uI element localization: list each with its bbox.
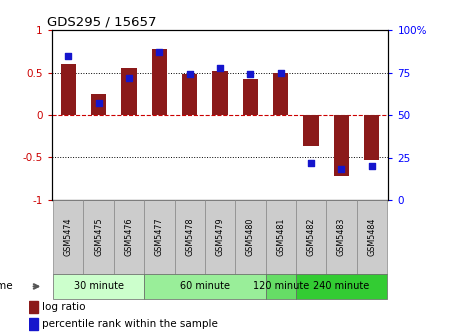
Bar xyxy=(296,200,326,274)
Text: 30 minute: 30 minute xyxy=(74,282,123,291)
Bar xyxy=(29,318,38,330)
Bar xyxy=(175,200,205,274)
Bar xyxy=(182,74,197,115)
Point xyxy=(95,100,102,106)
Bar xyxy=(61,64,76,115)
Bar xyxy=(265,274,296,299)
Text: GSM5483: GSM5483 xyxy=(337,218,346,256)
Text: 60 minute: 60 minute xyxy=(180,282,230,291)
Point xyxy=(277,70,284,75)
Bar xyxy=(235,200,265,274)
Point xyxy=(368,163,375,169)
Text: 120 minute: 120 minute xyxy=(252,282,309,291)
Bar xyxy=(205,200,235,274)
Text: GDS295 / 15657: GDS295 / 15657 xyxy=(47,15,157,29)
Text: GSM5480: GSM5480 xyxy=(246,218,255,256)
Bar xyxy=(53,274,144,299)
Bar xyxy=(296,274,387,299)
Point xyxy=(247,72,254,77)
Bar xyxy=(53,200,84,274)
Bar xyxy=(273,73,288,115)
Bar xyxy=(84,200,114,274)
Bar xyxy=(357,200,387,274)
Text: GSM5478: GSM5478 xyxy=(185,218,194,256)
Bar xyxy=(144,200,175,274)
Bar xyxy=(29,301,38,313)
Text: GSM5474: GSM5474 xyxy=(64,218,73,256)
Text: GSM5484: GSM5484 xyxy=(367,218,376,256)
Text: percentile rank within the sample: percentile rank within the sample xyxy=(42,319,218,329)
Bar xyxy=(265,200,296,274)
Point xyxy=(186,72,193,77)
Bar xyxy=(91,94,106,115)
Point xyxy=(216,65,224,70)
Point xyxy=(65,53,72,58)
Text: GSM5475: GSM5475 xyxy=(94,218,103,256)
Bar xyxy=(243,79,258,115)
Bar xyxy=(326,200,357,274)
Text: GSM5479: GSM5479 xyxy=(216,218,224,256)
Bar xyxy=(212,71,228,115)
Text: 240 minute: 240 minute xyxy=(313,282,370,291)
Bar xyxy=(121,69,136,115)
Text: log ratio: log ratio xyxy=(42,302,85,312)
Point xyxy=(156,50,163,55)
Point xyxy=(308,160,315,165)
Bar xyxy=(144,274,265,299)
Point xyxy=(125,75,132,80)
Text: GSM5481: GSM5481 xyxy=(276,218,285,256)
Text: GSM5482: GSM5482 xyxy=(307,218,316,256)
Bar xyxy=(304,115,319,146)
Text: GSM5477: GSM5477 xyxy=(155,218,164,256)
Bar xyxy=(114,200,144,274)
Text: time: time xyxy=(0,282,13,291)
Text: GSM5476: GSM5476 xyxy=(124,218,133,256)
Bar xyxy=(334,115,349,176)
Bar xyxy=(152,49,167,115)
Point xyxy=(338,167,345,172)
Bar xyxy=(364,115,379,160)
